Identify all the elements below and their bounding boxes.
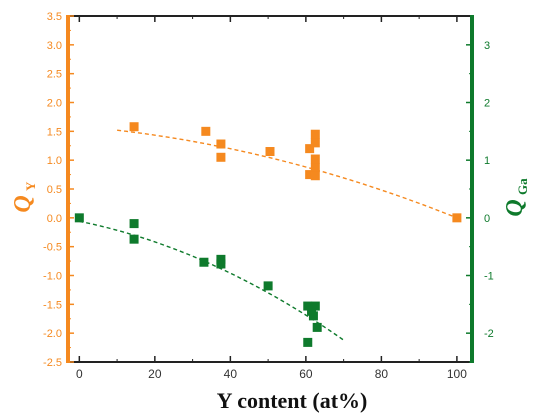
data-point-y1 — [310, 138, 320, 148]
data-point-y2 — [308, 311, 318, 321]
data-point-y1 — [216, 152, 226, 162]
data-point-y2 — [310, 301, 320, 311]
x-tick-label: 100 — [447, 367, 467, 381]
y2-tick-label: -2 — [484, 328, 494, 340]
data-point-y1 — [310, 129, 320, 139]
data-point-y2 — [129, 234, 139, 244]
x-axis-label: Y content (at%) — [217, 388, 368, 413]
data-point-y2 — [129, 219, 139, 229]
y1-label-main: Q — [10, 195, 36, 212]
y2-label-main: Q — [502, 199, 528, 216]
y2-tick-label: 0 — [484, 213, 490, 225]
y2-label-sub: Ga — [515, 178, 530, 195]
fit-lines — [79, 129, 458, 341]
x-tick-label: 40 — [224, 367, 238, 381]
data-point-y1 — [310, 154, 320, 164]
y2-tick-label: 2 — [484, 98, 490, 110]
data-point-y1 — [310, 163, 320, 173]
data-point-y2 — [74, 213, 84, 223]
y1-tick-label: 2.0 — [47, 98, 62, 110]
data-point-y1 — [305, 144, 315, 154]
y1-tick-label: 2.5 — [47, 69, 62, 81]
y1-tick-label: -2.0 — [43, 328, 62, 340]
data-point-y1 — [129, 122, 139, 132]
y1-tick-label: 0.5 — [47, 184, 62, 196]
x-tick-label: 80 — [375, 367, 389, 381]
data-point-y2 — [199, 257, 209, 267]
y1-tick-label: -1.0 — [43, 271, 62, 283]
y1-tick-label: 0.0 — [47, 213, 62, 225]
y1-axis-label: Q Y — [10, 181, 38, 213]
y1-tick-label: 1.5 — [47, 126, 62, 138]
y2-tick-label: 3 — [484, 40, 490, 52]
data-point-y1 — [310, 171, 320, 181]
tick-labels: 0 20 40 60 80 100-2.5-2.0-1.5-1.0-0.50.00.51.… — [43, 11, 494, 381]
y1-tick-label: 1.0 — [47, 155, 62, 167]
fit-line-y1 — [117, 129, 458, 219]
x-tick-label: 60 — [299, 367, 313, 381]
data-point-y1 — [201, 126, 211, 136]
data-point-y2 — [307, 306, 317, 316]
y1-tick-label: -0.5 — [43, 242, 62, 254]
y2-tick-label: -1 — [484, 271, 494, 283]
data-point-y2 — [303, 337, 313, 347]
data-point-y1 — [216, 139, 226, 149]
y1-tick-label: -2.5 — [43, 357, 62, 369]
x-tick-label: 0 — [76, 367, 83, 381]
data-point-y2 — [312, 322, 322, 332]
y2-tick-label: 1 — [484, 155, 490, 167]
data-point-y2 — [263, 281, 273, 291]
x-tick-label: 20 — [148, 367, 162, 381]
data-point-y2 — [303, 301, 313, 311]
data-point-y2 — [216, 254, 226, 264]
y2-axis-label: Q Ga — [502, 178, 530, 217]
y1-tick-label: 3.0 — [47, 40, 62, 52]
data-markers — [74, 122, 462, 347]
data-point-y1 — [265, 147, 275, 157]
y1-tick-label: 3.5 — [47, 11, 62, 23]
data-point-y1 — [452, 213, 462, 223]
data-point-y2 — [216, 259, 226, 269]
data-point-y1 — [305, 170, 315, 180]
y1-tick-label: -1.5 — [43, 299, 62, 311]
axes — [66, 15, 474, 363]
fit-line-y2 — [79, 220, 345, 341]
y1-label-sub: Y — [23, 181, 38, 191]
